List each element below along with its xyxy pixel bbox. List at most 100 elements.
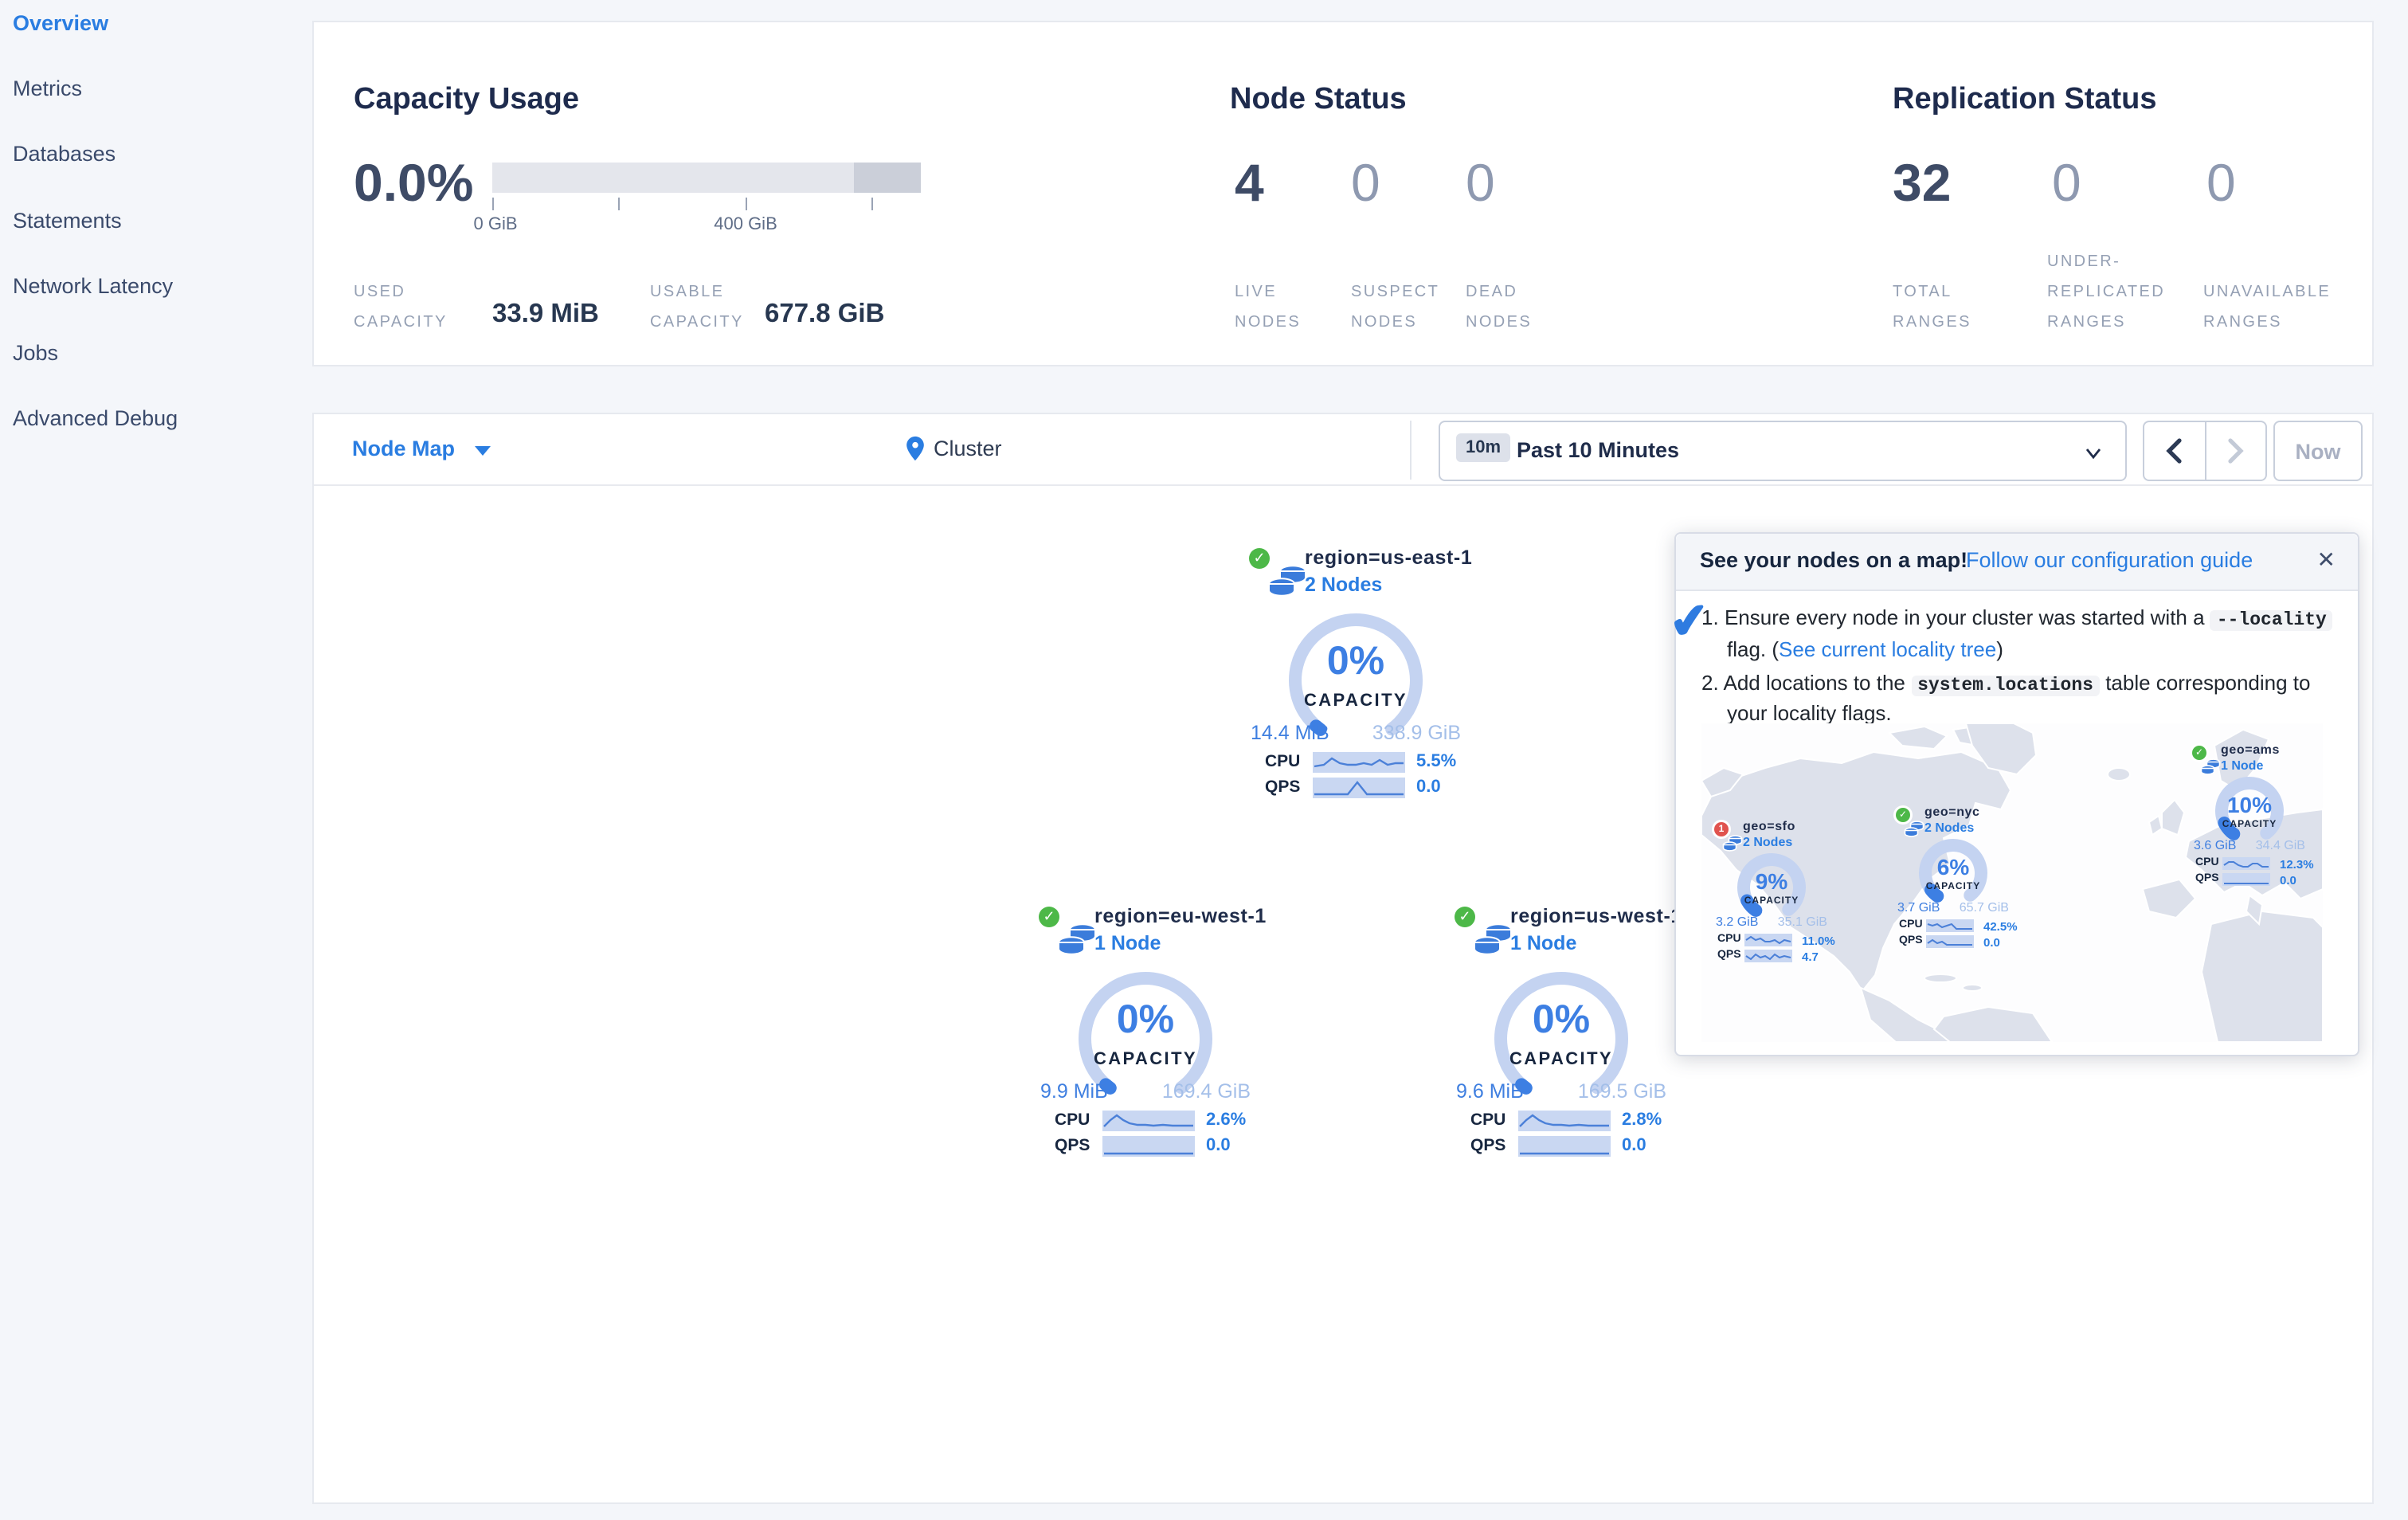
breadcrumb[interactable]: Cluster <box>905 435 1002 462</box>
live-nodes-label: LIVE NODES <box>1235 284 1302 331</box>
chevron-right-icon <box>2227 438 2244 464</box>
cpu-value: 12.3% <box>2280 857 2314 872</box>
cpu-value: 11.0% <box>1802 934 1835 948</box>
capacity-percent: 6% <box>1936 854 1970 879</box>
cpu-label: CPU <box>1717 934 1741 945</box>
now-button[interactable]: Now <box>2273 421 2363 481</box>
under-replicated-ranges-label: UNDER-REPLICATED RANGES <box>2047 253 2166 331</box>
capacity-percent: 10% <box>2226 792 2273 817</box>
cpu-label: CPU <box>2195 857 2219 868</box>
capacity-percent: 0% <box>1326 639 1385 684</box>
total-ranges-value: 32 <box>1893 153 1952 212</box>
unavailable-ranges-label: UNAVAILABLE RANGES <box>2203 284 2332 331</box>
qps-sparkline <box>1744 950 1792 962</box>
step-forward-button[interactable] <box>2206 422 2265 480</box>
tooltip-title: See your nodes on a map! <box>1700 548 1968 572</box>
qps-label: QPS <box>1470 1136 1506 1155</box>
capacity-used: 9.6 MiB <box>1456 1080 1524 1103</box>
qps-value: 0.0 <box>1622 1136 1646 1155</box>
locality-card-geo-ams: ✓ geo=ams 1 Node 10% CAPACITY 3.6 GiB 34… <box>2192 739 2314 915</box>
healthy-check-icon: ✓ <box>1455 907 1475 927</box>
region-card-eu-west-1: ✓ region=eu-west-1 1 Node 0% CAPACITY 9.… <box>1026 899 1267 1169</box>
sidebar-item-jobs[interactable]: Jobs <box>13 341 59 365</box>
region-name: region=us-west-1 <box>1510 905 1682 927</box>
sidebar-item-advanced-debug[interactable]: Advanced Debug <box>13 406 178 430</box>
cpu-value: 42.5% <box>1983 919 2018 934</box>
qps-sparkline <box>1102 1136 1195 1157</box>
locality-nodes-link[interactable]: 1 Node <box>2221 758 2264 773</box>
locality-tree-link[interactable]: See current locality tree <box>1779 637 1997 661</box>
database-stack-icon <box>2200 757 2221 785</box>
time-step-buttons <box>2143 421 2267 481</box>
qps-sparkline <box>1926 935 1974 948</box>
database-stack-icon <box>1267 564 1308 610</box>
capacity-used-percent: 0.0% <box>354 153 474 212</box>
capacity-label: CAPACITY <box>1744 897 1799 907</box>
capacity-total: 169.4 GiB <box>1161 1080 1251 1103</box>
capacity-percent: 9% <box>1755 868 1788 894</box>
axis-tick <box>871 198 873 210</box>
sidebar-item-metrics[interactable]: Metrics <box>13 76 82 100</box>
region-nodes-link[interactable]: 2 Nodes <box>1305 574 1383 596</box>
sidebar-item-statements[interactable]: Statements <box>13 209 122 233</box>
sidebar-item-overview[interactable]: Overview <box>13 11 109 35</box>
locality-card-geo-nyc: ✓ geo=nyc 2 Nodes 6% CAPACITY 3.7 GiB 65… <box>1896 801 2018 977</box>
qps-label: QPS <box>1055 1136 1090 1155</box>
region-nodes-link[interactable]: 1 Node <box>1510 932 1577 954</box>
locality-name: geo=nyc <box>1924 805 1980 819</box>
locality-name: geo=ams <box>2221 742 2281 757</box>
region-card-us-west-1: ✓ region=us-west-1 1 Node 0% CAPACITY 9.… <box>1442 899 1682 1169</box>
database-stack-icon <box>1056 923 1098 969</box>
live-nodes-value: 4 <box>1235 153 1264 212</box>
dead-nodes-label: DEAD NODES <box>1466 284 1533 331</box>
region-nodes-link[interactable]: 1 Node <box>1094 932 1161 954</box>
capacity-percent: 0% <box>1532 997 1591 1042</box>
capacity-used: 3.6 GiB <box>2194 838 2237 852</box>
suspect-nodes-label: SUSPECT NODES <box>1351 284 1439 331</box>
capacity-used: 9.9 MiB <box>1040 1080 1108 1103</box>
capacity-bar <box>492 163 921 193</box>
dead-nodes-value: 0 <box>1466 153 1495 212</box>
unavailable-ranges-value: 0 <box>2206 153 2236 212</box>
capacity-gauge <box>2215 777 2284 845</box>
cpu-sparkline <box>1926 919 1974 932</box>
sidebar-item-databases[interactable]: Databases <box>13 142 116 166</box>
cpu-label: CPU <box>1899 919 1923 930</box>
chevron-left-icon <box>2166 438 2183 464</box>
view-dropdown[interactable]: Node Map <box>352 437 456 460</box>
cpu-label: CPU <box>1055 1111 1090 1130</box>
cpu-sparkline <box>1102 1111 1195 1131</box>
cpu-label: CPU <box>1470 1111 1506 1130</box>
close-icon[interactable]: ✕ <box>2316 546 2336 572</box>
axis-tick <box>618 198 620 210</box>
capacity-label: CAPACITY <box>1303 691 1408 711</box>
cpu-value: 2.6% <box>1206 1111 1247 1130</box>
capacity-used: 3.7 GiB <box>1897 900 1940 915</box>
qps-value: 0.0 <box>2280 873 2296 887</box>
mini-world-map: 1 geo=sfo 2 Nodes 9% CAPACITY 3.2 GiB 35… <box>1701 723 2323 1042</box>
sidebar-item-network-latency[interactable]: Network Latency <box>13 274 174 298</box>
step-back-button[interactable] <box>2144 422 2206 480</box>
capacity-used: 3.2 GiB <box>1716 915 1759 929</box>
locality-nodes-link[interactable]: 2 Nodes <box>1924 821 1975 835</box>
capacity-percent: 0% <box>1116 997 1175 1042</box>
healthy-check-icon: ✓ <box>1896 808 1910 822</box>
qps-label: QPS <box>1717 950 1741 961</box>
region-name: region=us-east-1 <box>1305 546 1473 569</box>
breadcrumb-label: Cluster <box>934 437 1002 460</box>
qps-sparkline <box>2222 873 2270 886</box>
capacity-label: CAPACITY <box>2222 821 2277 830</box>
node-map-setup-tooltip: See your nodes on a map! Follow our conf… <box>1667 532 2359 1056</box>
locality-nodes-link[interactable]: 2 Nodes <box>1743 835 1793 849</box>
cluster-summary-panel: Capacity Usage 0.0% 0 GiB 400 GiB USED C… <box>312 21 2374 366</box>
cpu-label: CPU <box>1265 752 1301 771</box>
setup-step-1: 1. Ensure every node in your cluster was… <box>1701 604 2336 665</box>
time-range-select[interactable]: 10m Past 10 Minutes <box>1439 421 2127 481</box>
locality-name: geo=sfo <box>1743 819 1795 833</box>
region-name: region=eu-west-1 <box>1094 905 1267 927</box>
qps-value: 0.0 <box>1206 1136 1231 1155</box>
usable-capacity-value: 677.8 GiB <box>765 300 885 328</box>
capacity-gauge <box>1079 971 1212 1106</box>
configuration-guide-link[interactable]: Follow our configuration guide <box>1966 548 2253 572</box>
chevron-down-icon[interactable] <box>475 446 491 456</box>
